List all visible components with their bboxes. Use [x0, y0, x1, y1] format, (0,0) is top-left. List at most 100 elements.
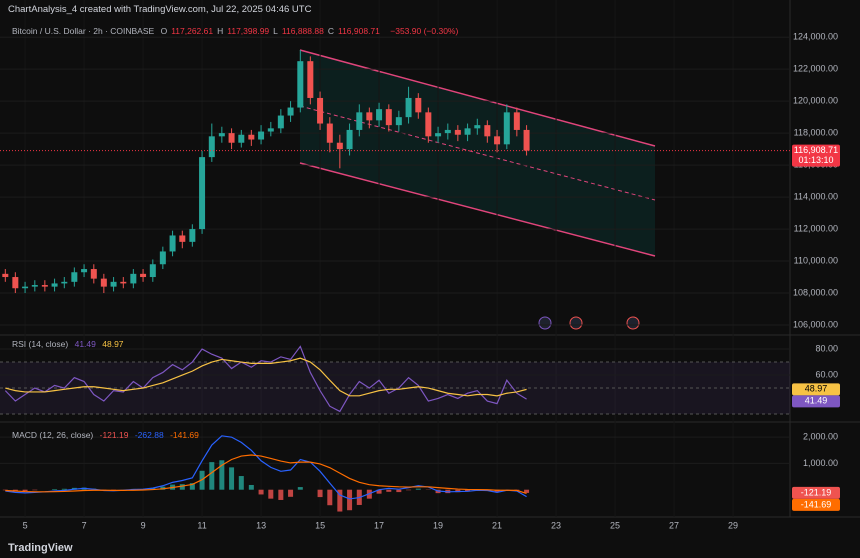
histogram-bar	[22, 489, 28, 492]
ohlc-value: 116,888.88	[281, 26, 324, 36]
y-tick-label: 108,000.00	[793, 287, 838, 297]
signal-last-box	[792, 498, 840, 511]
histogram-bar	[465, 489, 471, 492]
candle-body	[523, 129, 530, 151]
candle-body	[238, 134, 245, 143]
signal-value: -141.69	[170, 430, 199, 440]
ohlc: O 117,262.61 H 117,398.99 L 116,888.88 C 116,90…	[161, 26, 384, 36]
x-tick-label: 29	[728, 520, 738, 530]
y-tick-label: 106,000.00	[793, 319, 838, 329]
candle-body	[385, 109, 392, 126]
rsi-ma-last-box	[792, 383, 840, 396]
hist-last: -121.19	[801, 487, 832, 497]
candle-body	[179, 235, 186, 242]
header: ChartAnalysis_4 created with TradingView…	[8, 4, 312, 15]
candle-body	[307, 61, 314, 98]
candle-body	[90, 269, 97, 279]
candle-body	[356, 112, 363, 130]
candle-body	[189, 229, 196, 242]
line	[5, 435, 527, 500]
event-icon	[569, 316, 583, 330]
x-tick-label: 25	[610, 520, 620, 530]
histogram-bar	[52, 489, 58, 490]
candle-body	[199, 157, 206, 230]
x-tick-label: 23	[551, 520, 561, 530]
candle-body	[61, 281, 68, 284]
rsi-band	[0, 362, 790, 415]
candle-body	[258, 131, 265, 140]
hist-last-box	[792, 486, 840, 499]
candle-body	[120, 281, 127, 284]
histogram-bar	[347, 489, 353, 511]
last-price-box	[792, 144, 840, 167]
x-tick-label: 7	[82, 520, 87, 530]
hist-value: -121.19	[99, 430, 129, 440]
candle-body	[317, 97, 324, 124]
histogram-bar	[189, 483, 195, 490]
event-icons	[538, 316, 640, 330]
candle-body	[81, 269, 88, 273]
candle-body	[140, 273, 147, 278]
x-tick-label: 17	[374, 520, 384, 530]
candle-body	[503, 112, 510, 145]
ohlc-value: 117,262.61	[171, 26, 214, 36]
x-tick-label: 21	[492, 520, 502, 530]
histogram-bar	[209, 462, 215, 490]
candle-body	[248, 134, 255, 140]
candle-body	[405, 97, 412, 118]
last-price: 116,908.71	[794, 145, 838, 155]
histogram-bar	[229, 467, 235, 490]
x-tick-label: 9	[141, 520, 146, 530]
candle-body	[267, 128, 274, 132]
candle-body	[71, 272, 78, 282]
candle-body	[513, 112, 520, 130]
y-tick-label: 2,000.00	[803, 432, 838, 442]
x-tick-label: 11	[197, 520, 206, 530]
histogram-bar	[386, 489, 392, 492]
rsi-title: RSI (14, close)	[12, 339, 69, 349]
histogram-bar	[268, 489, 274, 499]
candle-body	[287, 107, 294, 116]
histogram-bar	[415, 488, 421, 490]
candle-body	[130, 273, 137, 284]
candle-body	[12, 277, 19, 289]
histogram-bar	[288, 489, 294, 497]
y-tick-label: 114,000.00	[794, 191, 838, 201]
countdown: 01:13:10	[798, 155, 833, 165]
candle-body	[464, 128, 471, 135]
histogram-bar	[238, 476, 244, 490]
channel-lower	[299, 162, 656, 257]
macd-value: -262.88	[134, 430, 164, 440]
line	[4, 345, 527, 413]
x-tick-label: 13	[256, 520, 266, 530]
candle-body	[336, 142, 343, 150]
rsi-legend: RSI (14, close) 41.49 48.97	[12, 339, 128, 349]
y-tick-label: 60.00	[815, 369, 838, 379]
y-tick-label: 80.00	[815, 343, 838, 353]
event-icon	[538, 316, 552, 330]
histogram-bar	[12, 489, 18, 492]
candle-body	[218, 133, 225, 137]
histogram-bar	[248, 484, 254, 490]
rsi-last: 41.49	[805, 396, 828, 406]
candle-body	[444, 129, 451, 134]
histogram-bar	[406, 489, 412, 491]
footer-logo: TradingView	[8, 542, 73, 554]
change: −353.90 (−0.30%)	[390, 26, 459, 36]
histogram-bar	[2, 489, 8, 491]
histogram-bar	[258, 489, 264, 495]
candle-body	[110, 281, 117, 287]
histogram-bar	[524, 489, 530, 493]
ohlc-label: C	[327, 26, 334, 36]
event-icon	[626, 316, 640, 330]
candle-body	[208, 136, 215, 158]
ohlc-label: O	[160, 26, 168, 36]
rsi-last-box	[792, 395, 840, 408]
channel-upper	[299, 49, 656, 147]
histogram-bar	[337, 489, 343, 512]
histogram-bar	[396, 489, 402, 493]
candle-body	[425, 112, 432, 137]
candle-body	[149, 264, 156, 278]
